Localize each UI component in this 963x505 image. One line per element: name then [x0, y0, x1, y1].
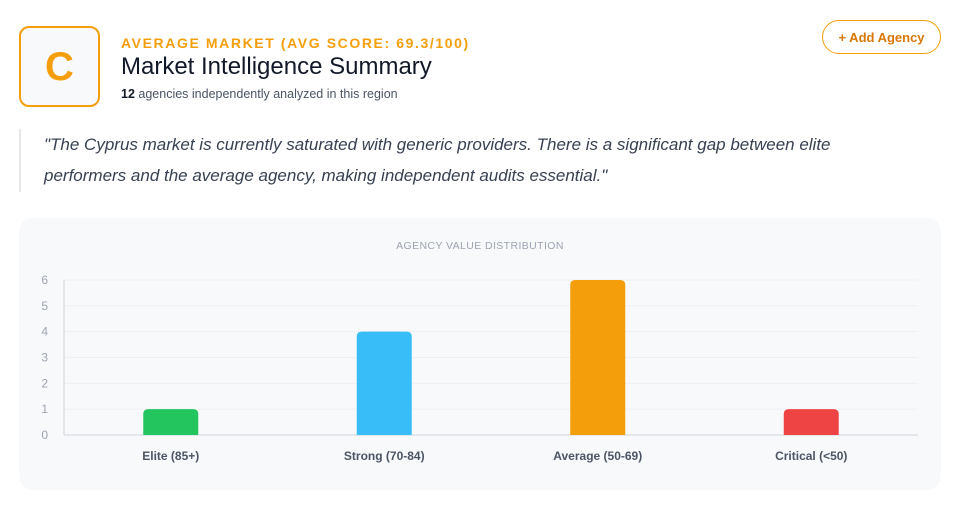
distribution-chart: 0 1 2 3 4 5 6 Elite (85+) Strong (70-84) Average … — [41, 273, 918, 463]
y-tick-label: 1 — [41, 402, 48, 416]
chart-title: AGENCY VALUE DISTRIBUTION — [396, 240, 564, 252]
bar-critical[interactable] — [783, 409, 839, 435]
bar-strong[interactable] — [356, 331, 412, 435]
y-tick-label: 3 — [41, 351, 48, 365]
y-tick-label: 5 — [41, 299, 48, 313]
agency-count-line: 12 agencies independently analyzed in th… — [121, 86, 470, 102]
x-category-label: Critical (<50) — [775, 449, 847, 463]
market-grade-badge: C — [19, 26, 100, 107]
y-tick-label: 6 — [41, 273, 48, 287]
y-tick-label: 0 — [41, 428, 48, 442]
agency-count: 12 — [121, 87, 135, 101]
add-agency-button[interactable]: + Add Agency — [822, 20, 941, 54]
y-tick-label: 4 — [41, 325, 48, 339]
grade-letter: C — [45, 44, 74, 89]
market-rating-eyebrow: AVERAGE MARKET (AVG SCORE: 69.3/100) — [121, 35, 470, 51]
y-tick-label: 2 — [41, 376, 48, 390]
x-category-label: Elite (85+) — [142, 449, 199, 463]
summary-header: AVERAGE MARKET (AVG SCORE: 69.3/100) Mar… — [121, 34, 470, 102]
bar-elite[interactable] — [143, 409, 199, 435]
agency-count-text: agencies independently analyzed in this … — [138, 87, 398, 101]
distribution-chart-card: AGENCY VALUE DISTRIBUTION 0 1 2 3 4 5 6 Elite (… — [19, 218, 941, 490]
x-category-label: Strong (70-84) — [344, 449, 425, 463]
market-quote: "The Cyprus market is currently saturate… — [19, 129, 899, 192]
x-category-label: Average (50-69) — [553, 449, 642, 463]
bar-average[interactable] — [570, 280, 626, 435]
page-title: Market Intelligence Summary — [121, 53, 432, 80]
